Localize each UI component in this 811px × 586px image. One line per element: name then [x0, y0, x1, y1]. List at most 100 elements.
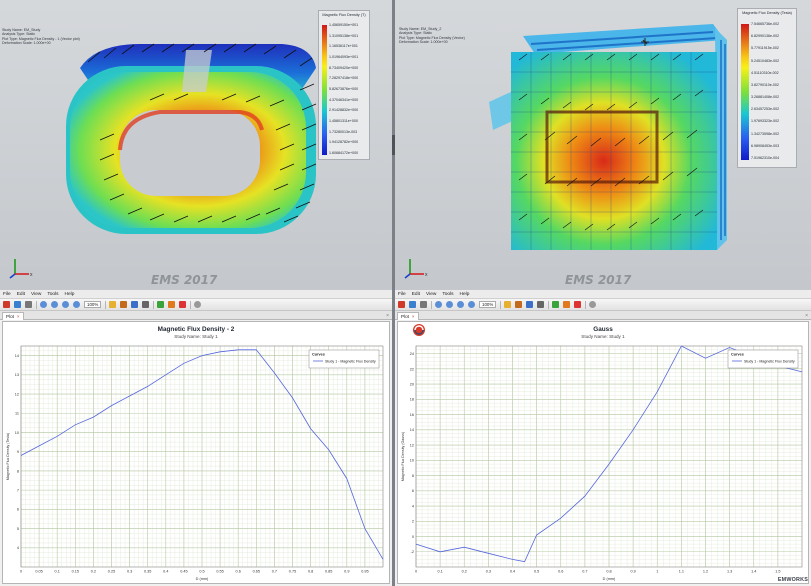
legend-entry: Study 1 - Magnetic Flux Density: [744, 359, 795, 363]
menu-view[interactable]: View: [426, 291, 437, 297]
curve-edit-icon[interactable]: [563, 301, 571, 308]
settings-icon[interactable]: [589, 301, 597, 308]
zoom-area-icon[interactable]: [73, 301, 80, 308]
legend-value: 8.73409420e+000: [329, 65, 359, 70]
series-line: [415, 345, 803, 563]
y-tick-label: 0: [412, 535, 414, 539]
winding-bars: [489, 24, 727, 250]
menu-edit[interactable]: Edit: [411, 291, 421, 297]
tab-plot[interactable]: Plot ×: [2, 312, 24, 320]
save-icon[interactable]: [131, 301, 139, 308]
legend-entry: Study 1 - Magnetic Flux Density: [325, 359, 376, 363]
curve-add-icon[interactable]: [157, 301, 165, 308]
curve-remove-icon[interactable]: [179, 301, 187, 308]
curve-edit-icon[interactable]: [168, 301, 176, 308]
y-tick-label: 18: [410, 398, 414, 402]
pane-splitter[interactable]: [392, 290, 395, 586]
y-tick-label: 14: [410, 428, 414, 432]
y-tick-label: 11: [15, 412, 19, 416]
chart-icon[interactable]: [409, 301, 416, 308]
menu-tools[interactable]: Tools: [442, 291, 454, 297]
zoom-area-icon[interactable]: [468, 301, 475, 308]
info-line: Deformation Scale: 1.000e+00: [2, 41, 51, 46]
plot-window-left: File Edit View Tools Help 100%: [0, 290, 392, 586]
close-icon[interactable]: ×: [386, 313, 389, 319]
close-icon[interactable]: ×: [805, 313, 808, 319]
chart-icon[interactable]: [14, 301, 21, 308]
svg-text:x: x: [425, 272, 428, 278]
viewport-left[interactable]: Study Name: EM_Study Analysis Type: Stati…: [0, 0, 392, 290]
legend-box: [308, 349, 380, 369]
info-line: Study Name: EM_Study_2: [399, 27, 442, 31]
delete-icon[interactable]: [398, 301, 405, 308]
delete-icon[interactable]: [3, 301, 10, 308]
open-folder-icon[interactable]: [504, 301, 512, 308]
zoom-in-icon[interactable]: [40, 301, 47, 308]
tab-bar: Plot × ×: [395, 311, 811, 320]
menu-file[interactable]: File: [3, 291, 11, 297]
x-tick-label: 0.4: [510, 570, 515, 574]
viewport-info: Study Name: EM_Study Analysis Type: Stati…: [2, 28, 80, 46]
x-tick-label: 0.1: [437, 570, 442, 574]
zoom-out-icon[interactable]: [51, 301, 58, 308]
y-tick-label: 22: [410, 367, 414, 371]
plot-canvas[interactable]: Gauss Study Name: Study 1 0 0.1 0.2 0.3 0.4 0.5…: [397, 321, 809, 584]
axis-triad-icon: x: [9, 259, 33, 279]
zoom-in-icon[interactable]: [435, 301, 442, 308]
zoom-fit-icon[interactable]: [62, 301, 69, 308]
close-icon[interactable]: ×: [16, 314, 20, 319]
close-icon[interactable]: ×: [411, 314, 415, 319]
legend-value: 7.54665736e-002: [751, 22, 780, 26]
y-tick-label: 4: [412, 504, 414, 508]
menu-file[interactable]: File: [398, 291, 406, 297]
x-tick-label: 0.05: [35, 570, 42, 574]
menu-view[interactable]: View: [31, 291, 42, 297]
chart-subtitle: Study Name: Study 1: [581, 334, 625, 339]
x-tick-label: 0.85: [325, 570, 332, 574]
legend-value: 5.77911915e-002: [751, 46, 779, 51]
legend-value: 5.82673876e+000: [329, 87, 359, 91]
plot-canvas[interactable]: Magnetic Flux Density - 2 Study Name: Stu…: [2, 321, 390, 584]
x-tick-label: 0.8: [606, 570, 611, 574]
mouse-cursor-icon: [641, 38, 649, 46]
tab-plot[interactable]: Plot ×: [397, 312, 419, 320]
legend-value: 2.91428832e+000: [329, 108, 359, 113]
legend-value: 1.45801311e+000: [329, 119, 358, 123]
curve-add-icon[interactable]: [552, 301, 560, 308]
viewport-splitter[interactable]: [392, 0, 395, 290]
curve-remove-icon[interactable]: [574, 301, 582, 308]
menu-edit[interactable]: Edit: [16, 291, 26, 297]
plot-frame: [20, 345, 384, 568]
y-axis-label: Magnetic Flux Density (Tesla): [6, 433, 10, 480]
zoom-fit-icon[interactable]: [457, 301, 464, 308]
print-icon[interactable]: [25, 301, 32, 308]
menu-help[interactable]: Help: [64, 291, 75, 297]
viewport-right[interactable]: Study Name: EM_Study_2 Analysis Type: Sta…: [395, 0, 811, 290]
menu-tools[interactable]: Tools: [47, 291, 59, 297]
zoom-select[interactable]: 100%: [479, 301, 497, 308]
zoom-out-icon[interactable]: [446, 301, 453, 308]
legend-title: Curves: [312, 353, 325, 357]
print-preview-icon[interactable]: [142, 301, 150, 308]
save-icon[interactable]: [526, 301, 534, 308]
zoom-select[interactable]: 100%: [84, 301, 102, 308]
menu-help[interactable]: Help: [459, 291, 470, 297]
x-tick-label: 0.8: [308, 570, 313, 574]
info-line: Plot Type: Magnetic Flux Density - 1 (Ve…: [2, 36, 80, 41]
settings-icon[interactable]: [194, 301, 202, 308]
print-preview-icon[interactable]: [537, 301, 545, 308]
legend-value: 7.28297418e+000: [329, 76, 359, 81]
export-icon[interactable]: [515, 301, 523, 308]
export-icon[interactable]: [120, 301, 128, 308]
menu-bar: File Edit View Tools Help: [395, 290, 811, 299]
open-folder-icon[interactable]: [109, 301, 117, 308]
legend-value: 1.73280013e-003: [329, 129, 358, 134]
y-tick-label: 20: [410, 383, 414, 387]
print-icon[interactable]: [420, 301, 427, 308]
x-tick-label: 0: [20, 570, 22, 574]
toolbar: 100%: [395, 299, 811, 311]
info-line: Deformation Scale: 1.000e+00: [399, 40, 448, 45]
legend-title: Magnetic Flux Density (Tesla): [742, 11, 792, 15]
